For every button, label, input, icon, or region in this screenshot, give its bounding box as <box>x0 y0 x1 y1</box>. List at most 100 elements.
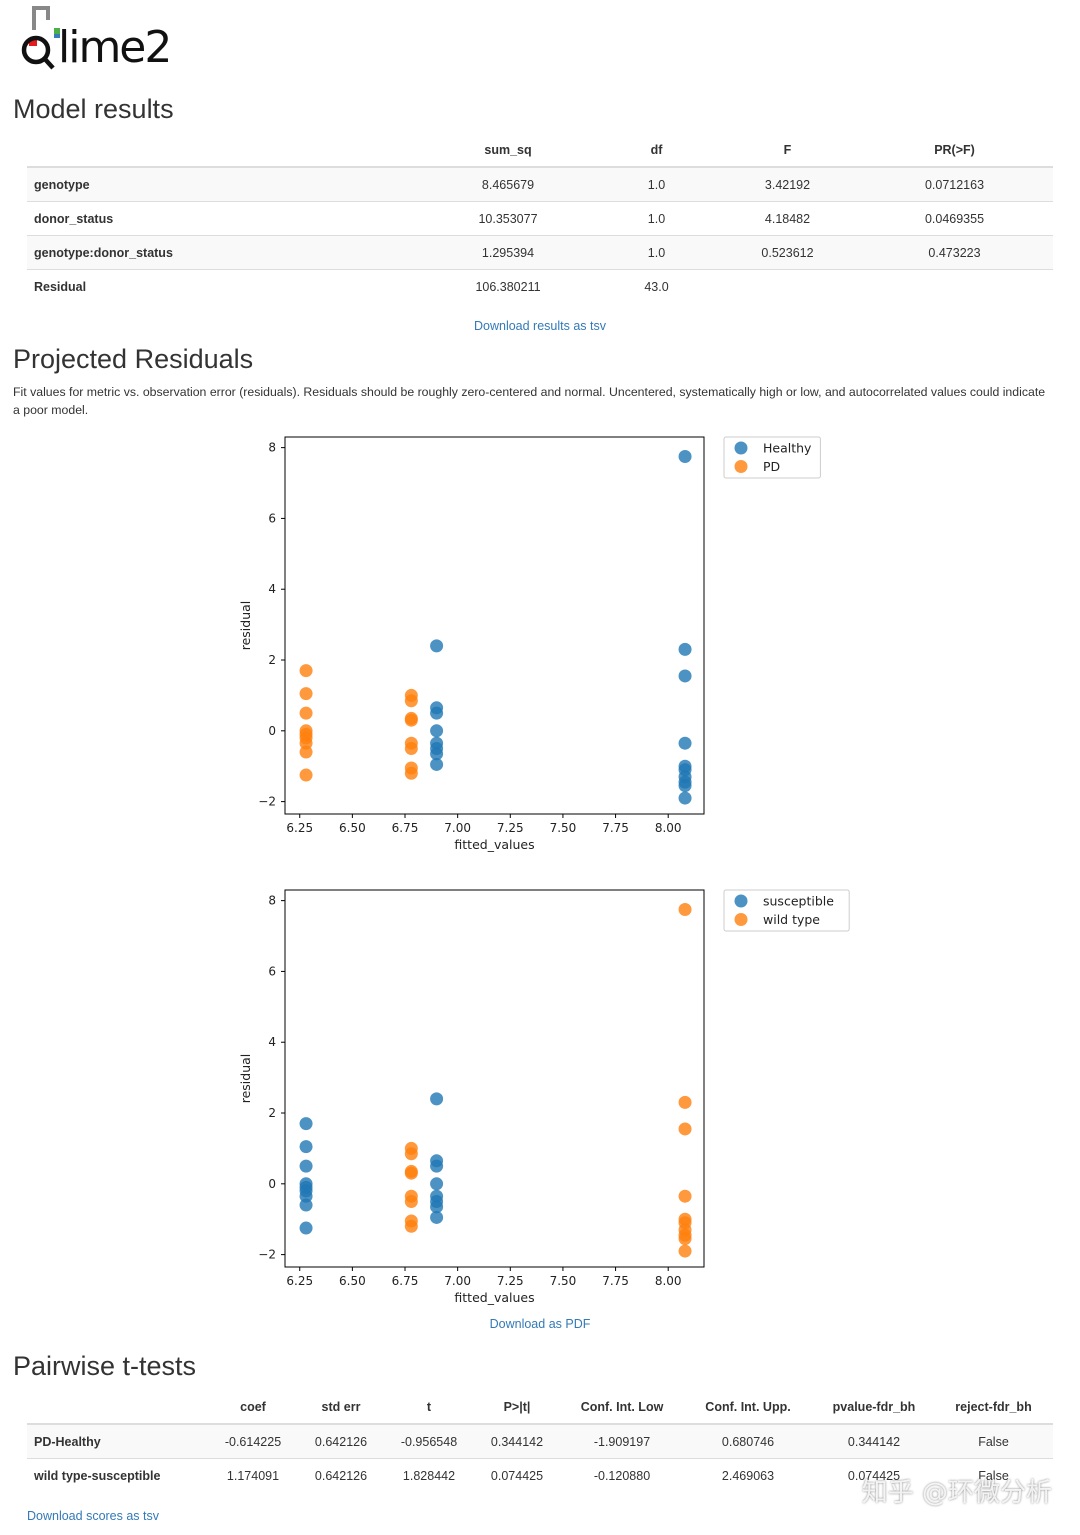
row-label: Residual <box>27 269 422 303</box>
logo-text: lime2 <box>58 22 170 73</box>
table-cell: False <box>934 1458 1053 1492</box>
x-tick-label: 7.75 <box>602 1274 629 1288</box>
table-cell: 4.18482 <box>719 201 856 236</box>
table-cell: 0.473223 <box>856 235 1053 270</box>
projected-residuals-description: Fit values for metric vs. observation er… <box>13 385 1046 417</box>
x-axis-label: fitted_values <box>454 837 534 852</box>
x-tick-label: 8.00 <box>655 821 682 835</box>
y-tick-label: −2 <box>258 1248 276 1262</box>
pairwise-ttests-table: coef std err t P>|t| Conf. Int. Low Conf… <box>27 1390 1053 1492</box>
legend-label: Healthy <box>763 441 812 456</box>
x-tick-label: 6.75 <box>392 821 419 835</box>
data-point <box>299 664 313 678</box>
table-cell <box>856 269 1053 303</box>
table-cell: 106.380211 <box>422 269 594 303</box>
data-point <box>299 1221 313 1235</box>
legend-box <box>723 436 821 479</box>
table-cell: 1.0 <box>594 166 719 202</box>
table-cell: 3.42192 <box>719 166 856 202</box>
column-header <box>27 1390 210 1425</box>
legend-marker <box>734 894 748 908</box>
projected-residuals-title: Projected Residuals <box>13 344 254 374</box>
x-tick-label: 6.25 <box>286 821 313 835</box>
y-tick-label: 8 <box>268 894 276 908</box>
legend-label: PD <box>763 459 780 474</box>
data-point <box>678 902 692 916</box>
table-row: PD-Healthy -0.614225 0.642126 -0.956548 … <box>27 1423 1053 1459</box>
x-axis-label: fitted_values <box>454 1290 534 1305</box>
data-point <box>404 1219 418 1233</box>
table-cell: 0.680746 <box>682 1423 814 1459</box>
table-cell: 0.074425 <box>472 1458 562 1492</box>
column-header: P>|t| <box>472 1390 562 1425</box>
download-scores-tsv-link[interactable]: Download scores as tsv <box>27 1509 160 1523</box>
legend-label: wild type <box>763 912 820 927</box>
data-point <box>678 791 692 805</box>
watermark: 知乎 @环微分析 <box>861 1478 1052 1508</box>
x-tick-label: 6.50 <box>339 821 366 835</box>
legend-label: susceptible <box>763 894 834 909</box>
data-point <box>299 768 313 782</box>
table-row: donor_status 10.353077 1.0 4.18482 0.046… <box>27 201 1053 236</box>
table-header-row: coef std err t P>|t| Conf. Int. Low Conf… <box>27 1390 1053 1425</box>
data-point <box>430 706 444 720</box>
data-point <box>430 1159 444 1173</box>
data-point <box>404 1195 418 1209</box>
data-point <box>299 687 313 701</box>
data-point <box>404 713 418 727</box>
residuals-chart-genotype: 6.25 6.50 6.75 7.00 7.25 7.50 7.75 8.00 −2 0 2 4 6 8 f… <box>238 889 850 1305</box>
data-point <box>678 1244 692 1258</box>
table-cell: 2.469063 <box>682 1458 814 1492</box>
x-tick-label: 7.50 <box>550 1274 577 1288</box>
row-label: wild type-susceptible <box>27 1458 210 1492</box>
qiime2-logo: lime2 <box>21 6 172 73</box>
table-cell <box>719 269 856 303</box>
column-header: reject-fdr_bh <box>934 1390 1053 1425</box>
x-tick-label: 6.75 <box>392 1274 419 1288</box>
column-header: df <box>594 133 719 168</box>
data-point <box>678 1095 692 1109</box>
row-label: PD-Healthy <box>27 1423 210 1459</box>
table-cell: 0.0469355 <box>856 201 1053 236</box>
y-tick-label: 2 <box>268 1106 276 1120</box>
y-axis-label: residual <box>238 601 253 651</box>
data-point <box>404 742 418 756</box>
data-point <box>678 669 692 683</box>
data-point <box>299 706 313 720</box>
download-pdf-link[interactable]: Download as PDF <box>489 1317 591 1331</box>
y-tick-label: −2 <box>258 795 276 809</box>
column-header <box>27 133 422 168</box>
data-point <box>299 1140 313 1154</box>
legend-box <box>723 889 850 932</box>
y-axis-label: residual <box>238 1054 253 1104</box>
y-tick-label: 0 <box>268 1177 276 1191</box>
table-row: wild type-susceptible 1.174091 0.642126 … <box>27 1458 1053 1492</box>
column-header: Conf. Int. Low <box>562 1390 682 1425</box>
table-cell: 43.0 <box>594 269 719 303</box>
table-row: genotype 8.465679 1.0 3.42192 0.0712163 <box>27 166 1053 202</box>
table-cell: 0.344142 <box>814 1423 934 1459</box>
legend-marker <box>734 441 748 455</box>
data-point <box>430 747 444 761</box>
download-results-tsv-link[interactable]: Download results as tsv <box>473 319 606 333</box>
data-point <box>678 1122 692 1136</box>
table-cell: 0.642126 <box>296 1458 386 1492</box>
table-cell: 0.523612 <box>719 235 856 270</box>
data-point <box>430 639 444 653</box>
data-point <box>404 694 418 708</box>
table-cell: 0.0712163 <box>856 166 1053 202</box>
column-header: sum_sq <box>422 133 594 168</box>
y-tick-label: 6 <box>268 964 276 978</box>
legend-marker <box>734 460 748 473</box>
data-point <box>404 766 418 780</box>
table-cell: 0.344142 <box>472 1423 562 1459</box>
data-point <box>430 724 444 738</box>
x-tick-label: 7.25 <box>497 1274 524 1288</box>
y-tick-label: 8 <box>268 441 276 455</box>
table-cell: -1.909197 <box>562 1423 682 1459</box>
pairwise-ttests-title: Pairwise t-tests <box>13 1351 197 1381</box>
y-tick-label: 4 <box>268 1035 276 1049</box>
legend-marker <box>734 913 748 926</box>
table-row: Residual 106.380211 43.0 <box>27 269 1053 303</box>
data-point <box>678 1232 692 1246</box>
